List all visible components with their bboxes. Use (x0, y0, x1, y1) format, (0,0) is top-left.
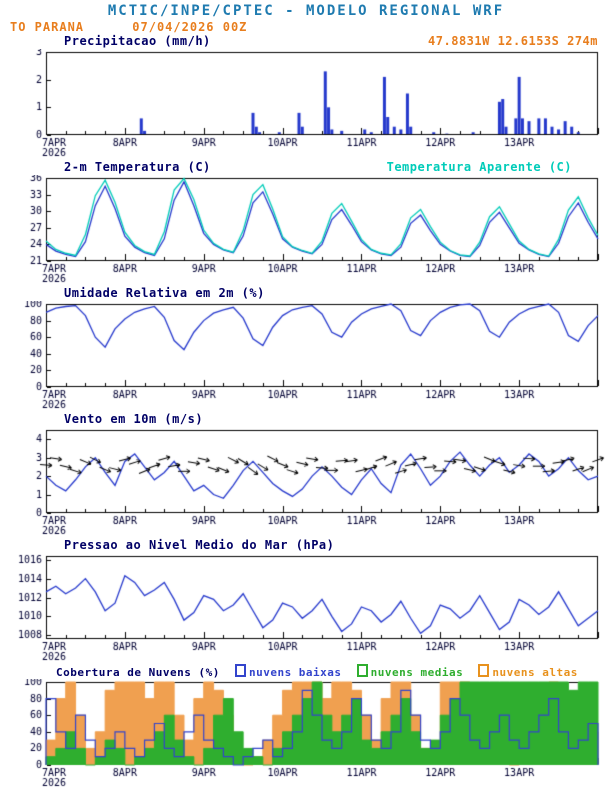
panel-temperature: 2-m Temperatura (C) Temperatura Aparente… (0, 160, 612, 286)
panel-precipitation: Precipitacao (mm/h) 47.8831W 12.6153S 27… (0, 34, 612, 160)
wind-title-row: Vento em 10m (m/s) (0, 412, 612, 427)
pressure-title-row: Pressao ao Nivel Medio do Mar (hPa) (0, 538, 612, 553)
clouds-title-row: Cobertura de Nuvens (%) nuvens baixas nu… (0, 664, 612, 679)
run-info-row: TO PARANA 07/04/2026 00Z (0, 20, 612, 34)
station-name: TO PARANA (10, 20, 85, 34)
apparent-temperature-label: Temperatura Aparente (C) (386, 160, 572, 174)
clouds-chart (0, 679, 612, 789)
temperature-title-row: 2-m Temperatura (C) Temperatura Aparente… (0, 160, 612, 175)
panel-humidity: Umidade Relativa em 2m (%) (0, 286, 612, 412)
mid-clouds-swatch-icon (356, 664, 368, 677)
legend-high-clouds: nuvens altas (478, 664, 578, 679)
humidity-title: Umidade Relativa em 2m (%) (64, 286, 265, 300)
temperature-title: 2-m Temperatura (C) (64, 160, 211, 174)
wind-title: Vento em 10m (m/s) (64, 412, 204, 426)
panel-clouds: Cobertura de Nuvens (%) nuvens baixas nu… (0, 664, 612, 790)
precipitation-chart (0, 49, 612, 159)
legend-mid-clouds: nuvens medias (356, 664, 464, 679)
panel-wind: Vento em 10m (m/s) (0, 412, 612, 538)
wind-chart (0, 427, 612, 537)
panel-pressure: Pressao ao Nivel Medio do Mar (hPa) (0, 538, 612, 664)
pressure-title: Pressao ao Nivel Medio do Mar (hPa) (64, 538, 335, 552)
legend-low-clouds: nuvens baixas (234, 664, 342, 679)
run-datetime: 07/04/2026 00Z (132, 20, 248, 34)
station-coordinates: 47.8831W 12.6153S 274m (428, 34, 598, 48)
legend-mid-clouds-label: nuvens medias (370, 666, 464, 679)
clouds-title: Cobertura de Nuvens (%) (56, 666, 220, 679)
precipitation-title-row: Precipitacao (mm/h) 47.8831W 12.6153S 27… (0, 34, 612, 49)
page-header: MCTIC/INPE/CPTEC - MODELO REGIONAL WRF T… (0, 0, 612, 34)
humidity-chart (0, 301, 612, 411)
temperature-chart (0, 175, 612, 285)
low-clouds-swatch-icon (234, 664, 246, 677)
legend-low-clouds-label: nuvens baixas (248, 666, 342, 679)
precipitation-title: Precipitacao (mm/h) (64, 34, 211, 48)
page-title: MCTIC/INPE/CPTEC - MODELO REGIONAL WRF (107, 3, 505, 19)
high-clouds-swatch-icon (478, 664, 490, 677)
legend-high-clouds-label: nuvens altas (492, 666, 578, 679)
humidity-title-row: Umidade Relativa em 2m (%) (0, 286, 612, 301)
pressure-chart (0, 553, 612, 663)
